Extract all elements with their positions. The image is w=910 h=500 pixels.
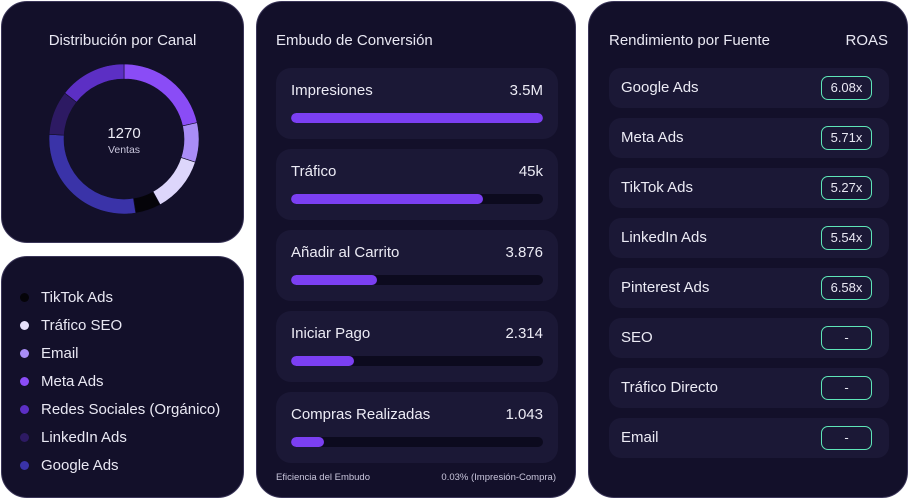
funnel-efficiency-value: 0.03% (Impresión-Compra) [441, 472, 556, 483]
funnel-stage-track [291, 113, 543, 123]
funnel-stage-impressions: Impresiones 3.5M [276, 68, 558, 139]
legend-label: TikTok Ads [41, 288, 113, 306]
roas-row-seo: SEO - [609, 318, 889, 358]
roas-value-badge: 5.27x [821, 176, 872, 200]
channel-distribution-card: Distribución por Canal 1270 Ventas [1, 1, 244, 243]
roas-row-email: Email - [609, 418, 889, 458]
roas-source-label: Email [621, 429, 659, 446]
funnel-stage-bar [291, 194, 483, 204]
roas-value-badge: - [821, 326, 872, 350]
funnel-stage-track [291, 437, 543, 447]
legend-dot [20, 348, 29, 358]
roas-source-label: SEO [621, 329, 653, 346]
roas-row-linkedin-ads: LinkedIn Ads 5.54x [609, 218, 889, 258]
roas-value-badge: - [821, 426, 872, 450]
conversion-funnel-card: Embudo de Conversión Impresiones 3.5M Tr… [256, 1, 576, 498]
conversion-funnel-title: Embudo de Conversión [276, 32, 433, 49]
roas-value-badge: 5.71x [821, 126, 872, 150]
source-performance-card: Rendimiento por Fuente ROAS Google Ads 6… [588, 1, 908, 498]
funnel-stage-value: 3.5M [509, 82, 543, 99]
funnel-stage-bar [291, 437, 324, 447]
roas-source-label: Pinterest Ads [621, 279, 710, 296]
funnel-efficiency-label: Eficiencia del Embudo [276, 472, 370, 483]
legend-label: Tráfico SEO [41, 316, 123, 334]
legend-item: Meta Ads [20, 367, 220, 395]
donut-slice-tr-fico-seo [152, 157, 196, 206]
legend-label: Redes Sociales (Orgánico) [41, 400, 221, 418]
donut-slice-email [180, 122, 200, 163]
funnel-stage-track [291, 194, 543, 204]
roas-row-google-ads: Google Ads 6.08x [609, 68, 889, 108]
legend-label: Meta Ads [41, 372, 104, 390]
funnel-stage-label: Compras Realizadas [291, 406, 431, 423]
roas-column-header: ROAS [845, 32, 888, 49]
legend-dot [20, 320, 29, 330]
channel-distribution-title: Distribución por Canal [48, 32, 197, 49]
roas-row-pinterest-ads: Pinterest Ads 6.58x [609, 268, 889, 308]
funnel-stage-traffic: Tráfico 45k [276, 149, 558, 220]
legend-dot [20, 404, 29, 414]
donut-total-value: 1270 [107, 125, 140, 142]
funnel-stage-value: 2.314 [505, 325, 543, 342]
funnel-stage-list: Impresiones 3.5M Tráfico 45k Añadir al C… [276, 68, 558, 473]
legend-item: LinkedIn Ads [20, 423, 220, 451]
funnel-stage-bar [291, 275, 377, 285]
funnel-stage-label: Iniciar Pago [291, 325, 371, 342]
funnel-stage-label: Impresiones [291, 82, 373, 99]
roas-source-label: TikTok Ads [621, 179, 693, 196]
roas-value-badge: 6.08x [821, 76, 872, 100]
donut-slice-meta-ads [123, 63, 198, 127]
legend-item: Google Ads [20, 451, 220, 479]
legend-label: LinkedIn Ads [41, 428, 127, 446]
funnel-stage-bar [291, 113, 543, 123]
roas-value-badge: 6.58x [821, 276, 872, 300]
funnel-stage-track [291, 356, 543, 366]
roas-source-label: Google Ads [621, 79, 699, 96]
funnel-stage-track [291, 275, 543, 285]
roas-value-badge: - [821, 376, 872, 400]
legend-item: Email [20, 339, 220, 367]
roas-list: Google Ads 6.08x Meta Ads 5.71x TikTok A… [609, 68, 889, 468]
channel-legend-card: TikTok Ads Tráfico SEO Email Meta Ads Re… [1, 256, 244, 498]
channel-donut-chart: 1270 Ventas [48, 63, 200, 215]
legend-dot [20, 460, 29, 470]
roas-row-meta-ads: Meta Ads 5.71x [609, 118, 889, 158]
donut-slice-redes-sociales-org-nico [64, 63, 125, 103]
legend-item: TikTok Ads [20, 283, 220, 311]
roas-source-label: Meta Ads [621, 129, 684, 146]
funnel-stage-checkout: Iniciar Pago 2.314 [276, 311, 558, 382]
legend-dot [20, 292, 29, 302]
roas-source-label: Tráfico Directo [621, 379, 718, 396]
channel-legend: TikTok Ads Tráfico SEO Email Meta Ads Re… [20, 283, 220, 479]
legend-dot [20, 376, 29, 386]
funnel-stage-value: 1.043 [505, 406, 543, 423]
funnel-stage-purchases: Compras Realizadas 1.043 [276, 392, 558, 463]
legend-label: Email [41, 344, 79, 362]
funnel-stage-add-to-cart: Añadir al Carrito 3.876 [276, 230, 558, 301]
legend-item: Tráfico SEO [20, 311, 220, 339]
legend-dot [20, 432, 29, 442]
funnel-stage-value: 45k [518, 163, 543, 180]
funnel-stage-label: Añadir al Carrito [291, 244, 400, 261]
roas-row-direct-traffic: Tráfico Directo - [609, 368, 889, 408]
legend-label: Google Ads [41, 456, 119, 474]
funnel-stage-bar [291, 356, 354, 366]
legend-item: Redes Sociales (Orgánico) [20, 395, 220, 423]
funnel-stage-label: Tráfico [291, 163, 337, 180]
donut-total-label: Ventas [108, 144, 140, 156]
roas-row-tiktok-ads: TikTok Ads 5.27x [609, 168, 889, 208]
roas-source-label: LinkedIn Ads [621, 229, 707, 246]
source-performance-title: Rendimiento por Fuente [609, 32, 770, 49]
roas-value-badge: 5.54x [821, 226, 872, 250]
funnel-footer: Eficiencia del Embudo 0.03% (Impresión-C… [276, 472, 556, 483]
funnel-stage-value: 3.876 [505, 244, 543, 261]
